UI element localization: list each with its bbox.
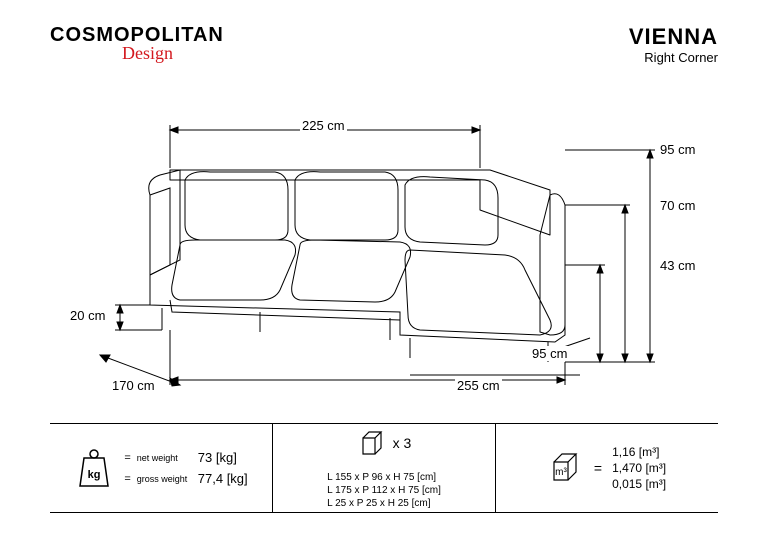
box-icon <box>357 428 387 458</box>
weight-cell: kg = net weight 73 [kg] = gross weight 7… <box>50 424 273 512</box>
dim-front-depth: 255 cm <box>455 378 502 393</box>
dim-height-back: 70 cm <box>658 198 697 213</box>
dim-height-seat: 43 cm <box>658 258 697 273</box>
volume-icon: m³ <box>548 450 584 486</box>
box-line-1: L 155 x P 96 x H 75 [cm] <box>327 472 441 483</box>
gross-weight-value: 77,4 [kg] <box>198 471 248 486</box>
product-title-block: VIENNA Right Corner <box>629 24 718 65</box>
svg-text:kg: kg <box>88 469 101 481</box>
vol-line-3: 0,015 [m³] <box>612 477 666 491</box>
net-weight-value: 73 [kg] <box>198 450 237 465</box>
gross-weight-label: gross weight <box>137 474 192 484</box>
weight-icon: kg <box>74 446 114 490</box>
net-weight-label: net weight <box>137 453 192 463</box>
volume-cell: m³ = 1,16 [m³] 1,470 [m³] 0,015 [m³] <box>496 424 718 512</box>
product-name: VIENNA <box>629 24 718 50</box>
box-line-2: L 175 x P 112 x H 75 [cm] <box>327 485 441 496</box>
dim-top-width: 225 cm <box>300 118 347 133</box>
dim-left-depth: 170 cm <box>110 378 157 393</box>
sofa-svg <box>50 80 718 400</box>
dim-chaise-width: 95 cm <box>530 346 569 361</box>
brand-logo: COSMOPOLITAN Design <box>50 24 224 64</box>
dim-leg-height: 20 cm <box>68 308 107 323</box>
box-dimensions: L 155 x P 96 x H 75 [cm] L 175 x P 112 x… <box>327 472 441 509</box>
volume-values: 1,16 [m³] 1,470 [m³] 0,015 [m³] <box>612 445 666 491</box>
dimension-diagram: 225 cm 95 cm 70 cm 43 cm 95 cm 255 cm 20… <box>50 80 718 400</box>
box-line-3: L 25 x P 25 x H 25 [cm] <box>327 498 441 509</box>
vol-line-2: 1,470 [m³] <box>612 461 666 475</box>
header: COSMOPOLITAN Design VIENNA Right Corner <box>50 24 718 65</box>
brand-script: Design <box>122 43 224 64</box>
gross-weight-row: = gross weight 77,4 [kg] <box>124 471 247 486</box>
boxes-cell: x 3 L 155 x P 96 x H 75 [cm] L 175 x P 1… <box>273 424 496 512</box>
svg-text:m³: m³ <box>555 467 567 478</box>
vol-line-1: 1,16 [m³] <box>612 445 666 459</box>
box-count: x 3 <box>393 435 412 451</box>
net-weight-row: = net weight 73 [kg] <box>124 450 247 465</box>
dim-height-total: 95 cm <box>658 142 697 157</box>
info-bar: kg = net weight 73 [kg] = gross weight 7… <box>50 423 718 513</box>
product-subtitle: Right Corner <box>629 50 718 65</box>
